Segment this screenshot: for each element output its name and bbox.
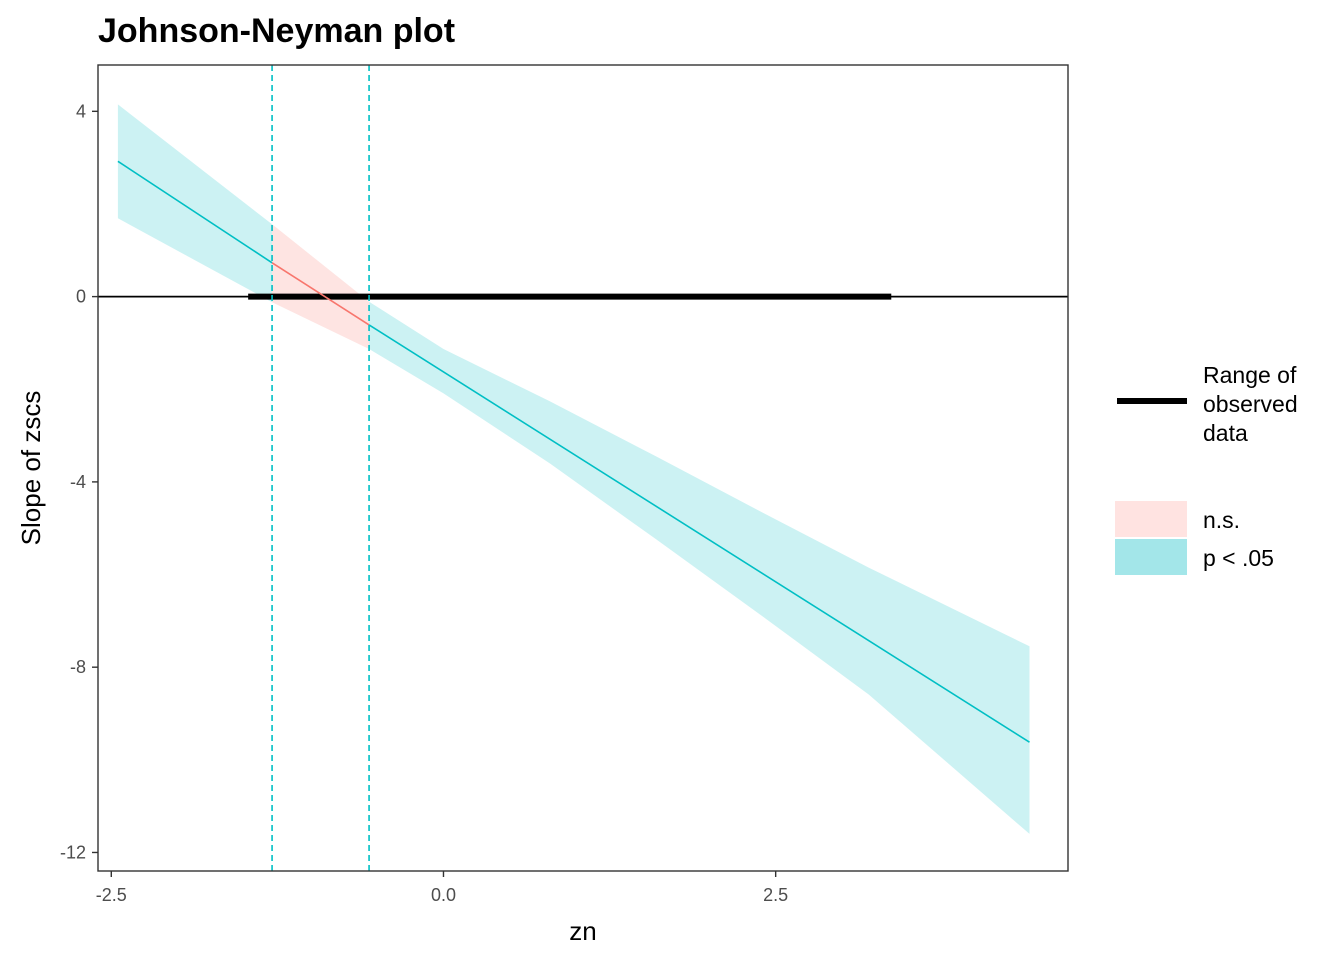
plot-panel-border xyxy=(97,64,1069,872)
confidence-bands xyxy=(117,104,1030,834)
ci-band-ns xyxy=(272,224,370,349)
x-tick-label: 2.5 xyxy=(763,885,788,905)
y-tick-label: 0 xyxy=(76,287,86,307)
y-tick-label: -4 xyxy=(70,472,86,492)
legend-range-label-line: observed xyxy=(1203,391,1298,417)
x-axis-title: zn xyxy=(569,916,596,946)
chart-title: Johnson-Neyman plot xyxy=(98,12,455,50)
ci-band-sig-right xyxy=(369,301,1030,834)
ci-band-sig-left xyxy=(117,104,273,303)
legend-fill-label: n.s. xyxy=(1203,507,1240,533)
slope-line-sig-left xyxy=(117,160,273,264)
legend-fill-key xyxy=(1115,539,1187,575)
legend-range-label-line: data xyxy=(1203,420,1248,446)
y-axis-title: Slope of zscs xyxy=(16,391,46,546)
x-tick-label: 0.0 xyxy=(431,885,456,905)
slope-line-sig-right xyxy=(368,324,1030,743)
y-tick-label: -12 xyxy=(60,842,86,862)
y-tick-label: 4 xyxy=(76,101,86,121)
y-tick-label: -8 xyxy=(70,657,86,677)
legend-range-label-line: Range of xyxy=(1203,362,1297,388)
slope-line-ns xyxy=(271,262,370,326)
x-tick-label: -2.5 xyxy=(96,885,127,905)
slope-lines xyxy=(117,160,1030,743)
y-axis: 4 0 -4 -8 -12 xyxy=(60,101,98,862)
legend-fill-key xyxy=(1115,501,1187,537)
x-axis: -2.5 0.0 2.5 xyxy=(96,871,788,905)
jn-boundary-lines xyxy=(271,65,370,871)
legend-fill-label: p < .05 xyxy=(1203,545,1274,571)
legend: Range of observed data n.s. p < .05 xyxy=(1115,362,1298,575)
